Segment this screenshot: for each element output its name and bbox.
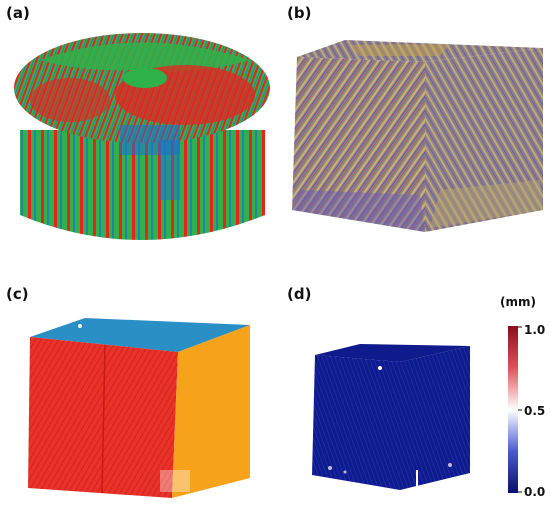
cylinder-point-cloud	[14, 33, 270, 240]
panel-label-b: (b)	[287, 4, 312, 22]
panel-label-a: (a)	[6, 4, 30, 22]
colorbar-tick-min: 0.0	[524, 485, 546, 499]
colorbar	[508, 326, 522, 493]
box-point-cloud-segmented	[28, 318, 250, 498]
box-deviation-map	[312, 344, 470, 490]
colorbar-tick-mid: 0.5	[524, 404, 546, 418]
colorbar-tick-max: 1.0	[524, 323, 546, 337]
box-point-cloud-raw	[292, 40, 543, 232]
panel-label-c: (c)	[6, 285, 29, 303]
panel-label-d: (d)	[287, 285, 312, 303]
colorbar-unit: (mm)	[500, 295, 536, 309]
